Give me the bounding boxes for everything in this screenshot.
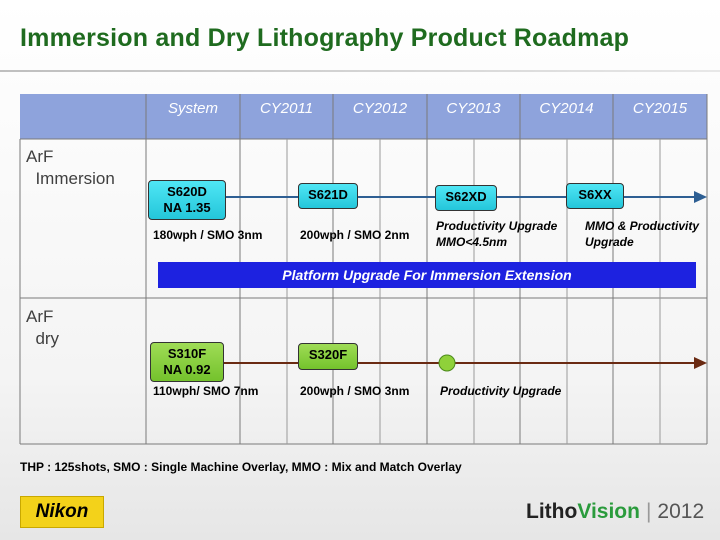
product-name: S310F bbox=[167, 346, 207, 361]
lithovision-logo: LithoVision | 2012 bbox=[526, 500, 704, 524]
product-na: NA 1.35 bbox=[163, 200, 211, 215]
nikon-logo: Nikon bbox=[20, 496, 104, 528]
immersion-arrow-head-icon bbox=[694, 191, 707, 203]
header-cy2012: CY2012 bbox=[352, 100, 408, 117]
dry-milestone-dot bbox=[438, 354, 456, 372]
product-name: S620D bbox=[167, 184, 207, 199]
note-s310f-spec: 110wph/ SMO 7nm bbox=[153, 384, 259, 398]
lithovision-part2: Vision bbox=[577, 500, 640, 523]
product-box-s62xd: S62XD bbox=[435, 185, 497, 211]
footnote-definitions: THP : 125shots, SMO : Single Machine Ove… bbox=[20, 460, 462, 474]
note-s621d-spec: 200wph / SMO 2nm bbox=[300, 228, 410, 242]
timeline-header-band bbox=[20, 94, 707, 139]
note-s62xd-spec: Productivity Upgrade MMO<4.5nm bbox=[436, 219, 558, 249]
header-cy2011: CY2011 bbox=[259, 100, 314, 117]
dry-arrow-head-icon bbox=[694, 357, 707, 369]
product-name: S6XX bbox=[578, 187, 612, 202]
product-box-s621d: S621D bbox=[298, 183, 358, 209]
header-cy2013: CY2013 bbox=[446, 100, 501, 117]
product-box-s6xx: S6XX bbox=[566, 183, 624, 209]
header-cy2014: CY2014 bbox=[539, 100, 594, 117]
product-box-s320f: S320F bbox=[298, 343, 358, 370]
note-s320f-spec: 200wph / SMO 3nm bbox=[300, 384, 410, 398]
product-name: S62XD bbox=[445, 189, 487, 204]
product-box-s310f: S310F NA 0.92 bbox=[150, 342, 224, 382]
header-cy2015: CY2015 bbox=[632, 100, 688, 117]
note-dry-productivity: Productivity Upgrade bbox=[440, 384, 562, 398]
note-s6xx-spec: MMO & Productivity Upgrade bbox=[585, 219, 700, 249]
lithovision-separator: | bbox=[645, 500, 652, 523]
product-box-s620d: S620D NA 1.35 bbox=[148, 180, 226, 220]
product-na: NA 0.92 bbox=[163, 362, 211, 377]
row-label-arf-dry: ArF dry bbox=[26, 307, 60, 348]
platform-upgrade-banner: Platform Upgrade For Immersion Extension bbox=[158, 262, 696, 288]
lithovision-year: 2012 bbox=[657, 500, 705, 523]
page-title: Immersion and Dry Lithography Product Ro… bbox=[20, 24, 630, 52]
header-system: System bbox=[167, 100, 218, 117]
note-s620d-spec: 180wph / SMO 3nm bbox=[153, 228, 263, 242]
product-name: S320F bbox=[308, 347, 348, 362]
row-label-arf-immersion: ArF Immersion bbox=[26, 147, 115, 188]
product-name: S621D bbox=[308, 187, 348, 202]
title-divider bbox=[0, 70, 720, 72]
lithovision-part1: Litho bbox=[526, 500, 578, 523]
